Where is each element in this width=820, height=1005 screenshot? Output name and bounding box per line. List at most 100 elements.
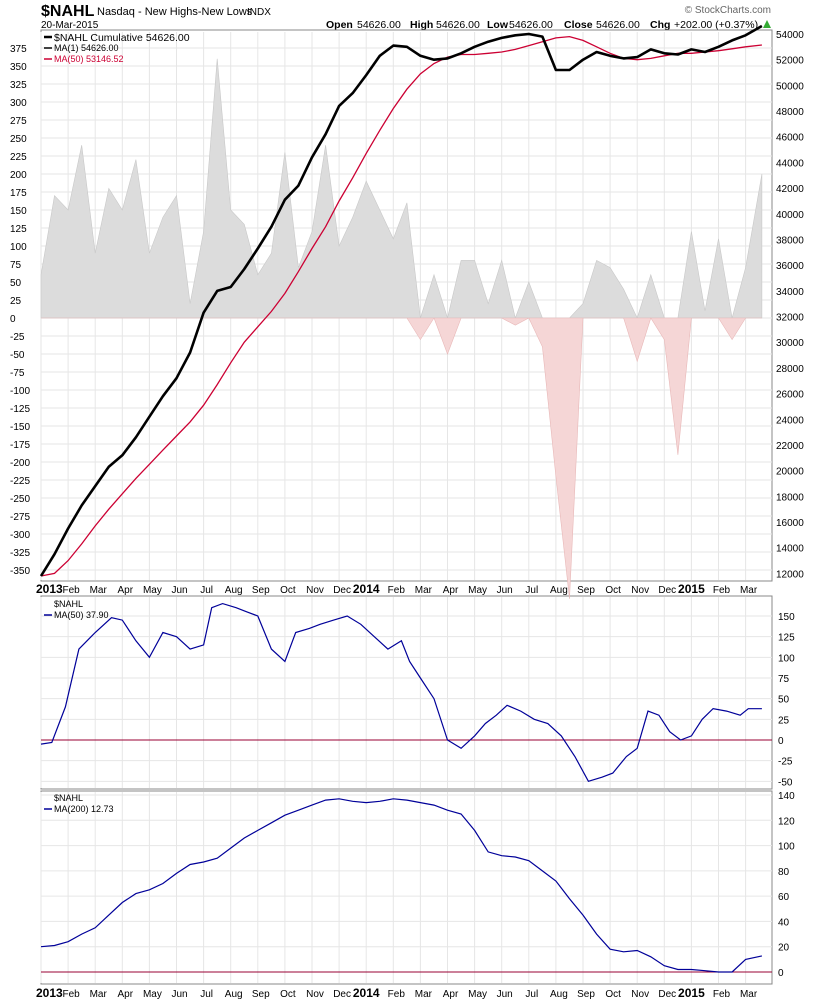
ma50-cumulative-line [40,35,762,577]
watermark: © StockCharts.com [685,5,771,16]
right-y-tick-label: 20000 [776,467,804,478]
close-label: Close [564,19,593,31]
p2-y-tick-label: -50 [778,777,793,788]
p3-y-tick-label: 0 [778,968,784,979]
p3-y-tick-label: 140 [778,791,795,802]
x-tick-label: Apr [118,585,134,596]
x-tick-label: May [143,585,162,596]
p2-y-tick-label: 75 [778,674,790,685]
right-y-tick-label: 26000 [776,390,804,401]
right-y-tick-label: 28000 [776,364,804,375]
open-label: Open [326,19,353,31]
left-y-tick-label: 225 [10,152,27,163]
right-y-tick-label: 44000 [776,158,804,169]
open-value: 54626.00 [357,19,401,31]
p3-y-tick-label: 20 [778,943,790,954]
x-tick-label: Mar [740,585,758,596]
x-tick-label: Sep [252,989,270,1000]
main-legend: $NAHL Cumulative 54626.00 MA(1) 54626.00… [44,32,190,64]
right-y-tick-label: 14000 [776,544,804,555]
x-tick-label: 2015 [678,986,705,1000]
x-tick-label: Dec [658,989,676,1000]
p3-y-tick-label: 100 [778,842,795,853]
x-tick-label: Mar [90,989,108,1000]
close-value: 54626.00 [596,19,640,31]
p3-y-tick-label: 40 [778,917,790,928]
left-y-tick-label: -300 [10,530,30,541]
x-tick-label: 2015 [678,582,705,596]
x-tick-label: Mar [90,585,108,596]
x-tick-label: Nov [306,585,324,596]
x-tick-label: Feb [62,989,80,1000]
chart-date: 20-Mar-2015 [41,20,99,31]
x-tick-label: Sep [577,585,595,596]
x-tick-label: Apr [443,989,459,1000]
symbol-title: $NAHL [41,3,95,20]
x-tick-label: Aug [225,585,243,596]
right-y-tick-label: 30000 [776,338,804,349]
x-tick-label: 2013 [36,582,63,596]
left-y-tick-label: -25 [10,332,25,343]
right-y-tick-label: 32000 [776,313,804,324]
right-y-tick-label: 42000 [776,184,804,195]
high-value: 54626.00 [436,19,480,31]
x-tick-label: Jul [525,989,538,1000]
left-y-tick-label: -325 [10,548,30,559]
histogram-layer [40,58,763,599]
low-value: 54626.00 [509,19,553,31]
p2-y-tick-label: 150 [778,612,795,623]
series-layer [39,24,772,973]
left-y-tick-label: -75 [10,368,25,379]
left-y-tick-label: 325 [10,80,27,91]
p2-y-tick-label: 25 [778,715,790,726]
left-y-tick-label: -150 [10,422,30,433]
x-tick-label: Nov [631,585,649,596]
right-y-tick-label: 12000 [776,569,804,580]
x-tick-label: May [468,585,487,596]
p2-y-tick-label: -25 [778,757,793,768]
right-y-tick-label: 34000 [776,287,804,298]
right-y-tick-label: 48000 [776,107,804,118]
right-y-tick-label: 50000 [776,81,804,92]
x-tick-label: 2014 [353,582,380,596]
left-y-tick-label: -225 [10,476,30,487]
histogram-negative-area [41,317,762,599]
x-tick-label: Feb [713,585,731,596]
up-arrow-icon [763,20,771,28]
x-tick-label: 2013 [36,986,63,1000]
x-tick-label: Jun [171,585,187,596]
p3-y-tick-label: 60 [778,892,790,903]
right-y-tick-label: 54000 [776,30,804,41]
x-tick-label: Oct [605,989,621,1000]
grid-layer [40,32,772,983]
left-y-tick-label: 200 [10,170,27,181]
x-tick-label: Dec [658,585,676,596]
left-y-tick-label: 300 [10,98,27,109]
x-tick-label: Feb [62,585,80,596]
x-tick-label: Jun [497,989,513,1000]
tick-labels-layer: 3753503253002752502252001751501251007550… [10,30,804,1000]
left-y-tick-label: -250 [10,494,30,505]
x-tick-label: Apr [118,989,134,1000]
left-y-tick-label: 125 [10,224,27,235]
legend-ma50: MA(50) 53146.52 [54,54,124,64]
p2-y-tick-label: 125 [778,633,795,644]
ma50-panel-frame [40,595,773,790]
left-y-tick-label: 75 [10,260,22,271]
x-tick-label: Feb [388,585,406,596]
left-y-tick-label: 275 [10,116,27,127]
right-y-tick-label: 38000 [776,235,804,246]
x-tick-label: Sep [252,585,270,596]
right-y-tick-label: 46000 [776,133,804,144]
legend-ma1: MA(1) 54626.00 [54,43,119,53]
right-y-tick-label: 18000 [776,492,804,503]
x-tick-label: May [143,989,162,1000]
left-y-tick-label: 0 [10,314,16,325]
x-tick-label: Dec [333,989,351,1000]
x-tick-label: Apr [443,585,459,596]
x-tick-label: Aug [550,585,568,596]
ma200-legend: $NAHL MA(200) 12.73 [44,793,114,814]
chg-label: Chg [650,19,670,31]
x-tick-label: Jul [525,585,538,596]
